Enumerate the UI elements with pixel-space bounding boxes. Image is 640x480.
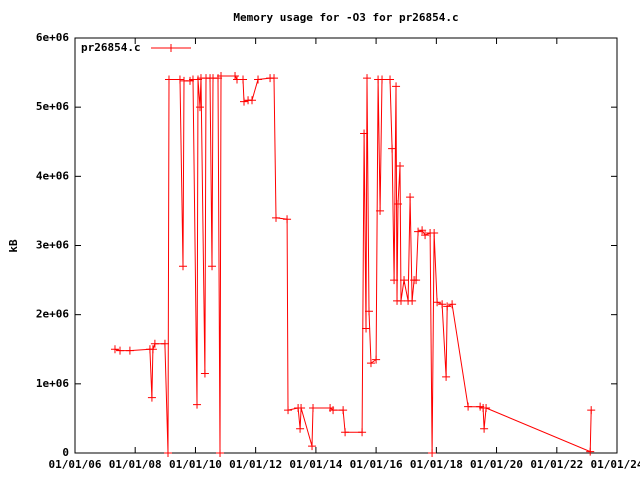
- point-marker: [217, 72, 226, 81]
- point-marker: [179, 262, 188, 271]
- point-marker: [408, 296, 417, 305]
- point-marker: [433, 298, 442, 307]
- y-tick-label: 5e+06: [36, 100, 69, 113]
- point-marker: [372, 355, 381, 364]
- point-marker: [125, 346, 134, 355]
- point-marker: [160, 339, 169, 348]
- point-marker: [366, 359, 375, 368]
- point-marker: [406, 193, 415, 202]
- point-marker: [148, 345, 157, 354]
- point-marker: [272, 213, 281, 222]
- point-marker: [362, 324, 371, 333]
- point-marker: [339, 406, 348, 415]
- point-marker: [239, 75, 248, 84]
- legend-label: pr26854.c: [81, 41, 141, 54]
- point-marker: [480, 424, 489, 433]
- point-marker: [195, 103, 204, 112]
- point-marker: [587, 406, 596, 415]
- point-marker: [341, 428, 350, 437]
- point-marker: [388, 144, 397, 153]
- plot-frame: [74, 37, 618, 454]
- x-tick-label: 01/01/20: [470, 458, 523, 471]
- x-tick-label: 01/01/22: [530, 458, 583, 471]
- point-marker: [283, 215, 292, 224]
- point-marker: [448, 300, 457, 309]
- point-marker: [358, 428, 367, 437]
- x-tick-label: 01/01/24: [591, 458, 640, 471]
- point-marker: [430, 229, 439, 238]
- chart-title: Memory usage for -O3 for pr26854.c: [233, 11, 458, 24]
- point-marker: [284, 406, 293, 415]
- point-marker: [365, 307, 374, 316]
- point-marker: [309, 404, 318, 413]
- y-axis-label: kB: [7, 239, 20, 253]
- point-marker: [394, 200, 403, 208]
- point-marker: [175, 75, 184, 84]
- point-marker: [329, 406, 338, 415]
- point-marker: [396, 161, 405, 170]
- point-marker: [308, 442, 317, 451]
- point-marker: [360, 129, 369, 138]
- point-marker: [386, 75, 395, 84]
- y-tick-label: 0: [62, 446, 69, 459]
- point-marker: [428, 449, 437, 457]
- point-marker: [464, 402, 473, 411]
- point-marker: [164, 75, 173, 84]
- point-marker: [240, 97, 249, 106]
- point-marker: [390, 276, 399, 285]
- point-marker: [254, 75, 263, 84]
- x-tick-label: 01/01/14: [289, 458, 342, 471]
- x-tick-label: 01/01/10: [169, 458, 222, 471]
- point-marker: [400, 276, 409, 285]
- point-marker: [110, 345, 119, 354]
- point-marker: [378, 75, 387, 84]
- legend-marker: [167, 44, 175, 52]
- point-marker: [296, 424, 305, 433]
- x-tick-label: 01/01/18: [410, 458, 463, 471]
- point-marker: [297, 404, 306, 413]
- point-marker: [438, 300, 447, 309]
- point-marker: [392, 82, 401, 91]
- point-marker: [270, 74, 279, 83]
- point-marker: [412, 276, 421, 285]
- point-marker: [442, 372, 451, 381]
- point-marker: [376, 206, 385, 215]
- point-marker: [116, 346, 125, 355]
- x-tick-label: 01/01/12: [229, 458, 282, 471]
- point-marker: [248, 96, 257, 105]
- y-tick-label: 2e+06: [36, 308, 69, 321]
- point-marker: [482, 404, 491, 413]
- point-marker: [443, 302, 452, 311]
- series-line: [114, 75, 592, 454]
- point-marker: [414, 227, 423, 236]
- x-tick-label: 01/01/08: [109, 458, 162, 471]
- point-marker: [150, 339, 159, 348]
- point-marker: [200, 369, 209, 378]
- y-tick-label: 1e+06: [36, 377, 69, 390]
- point-marker: [421, 231, 430, 240]
- y-tick-label: 4e+06: [36, 169, 69, 182]
- point-marker: [208, 262, 217, 271]
- point-marker: [418, 226, 427, 235]
- x-tick-label: 01/01/06: [49, 458, 102, 471]
- point-marker: [147, 393, 156, 402]
- x-tick-label: 01/01/16: [350, 458, 403, 471]
- point-marker: [193, 400, 202, 409]
- point-marker: [216, 449, 225, 457]
- y-tick-label: 3e+06: [36, 239, 69, 252]
- y-tick-label: 6e+06: [36, 31, 69, 44]
- point-marker: [396, 296, 405, 305]
- point-marker: [231, 72, 240, 81]
- point-marker: [586, 447, 595, 456]
- point-marker: [363, 74, 372, 83]
- point-marker: [163, 449, 172, 457]
